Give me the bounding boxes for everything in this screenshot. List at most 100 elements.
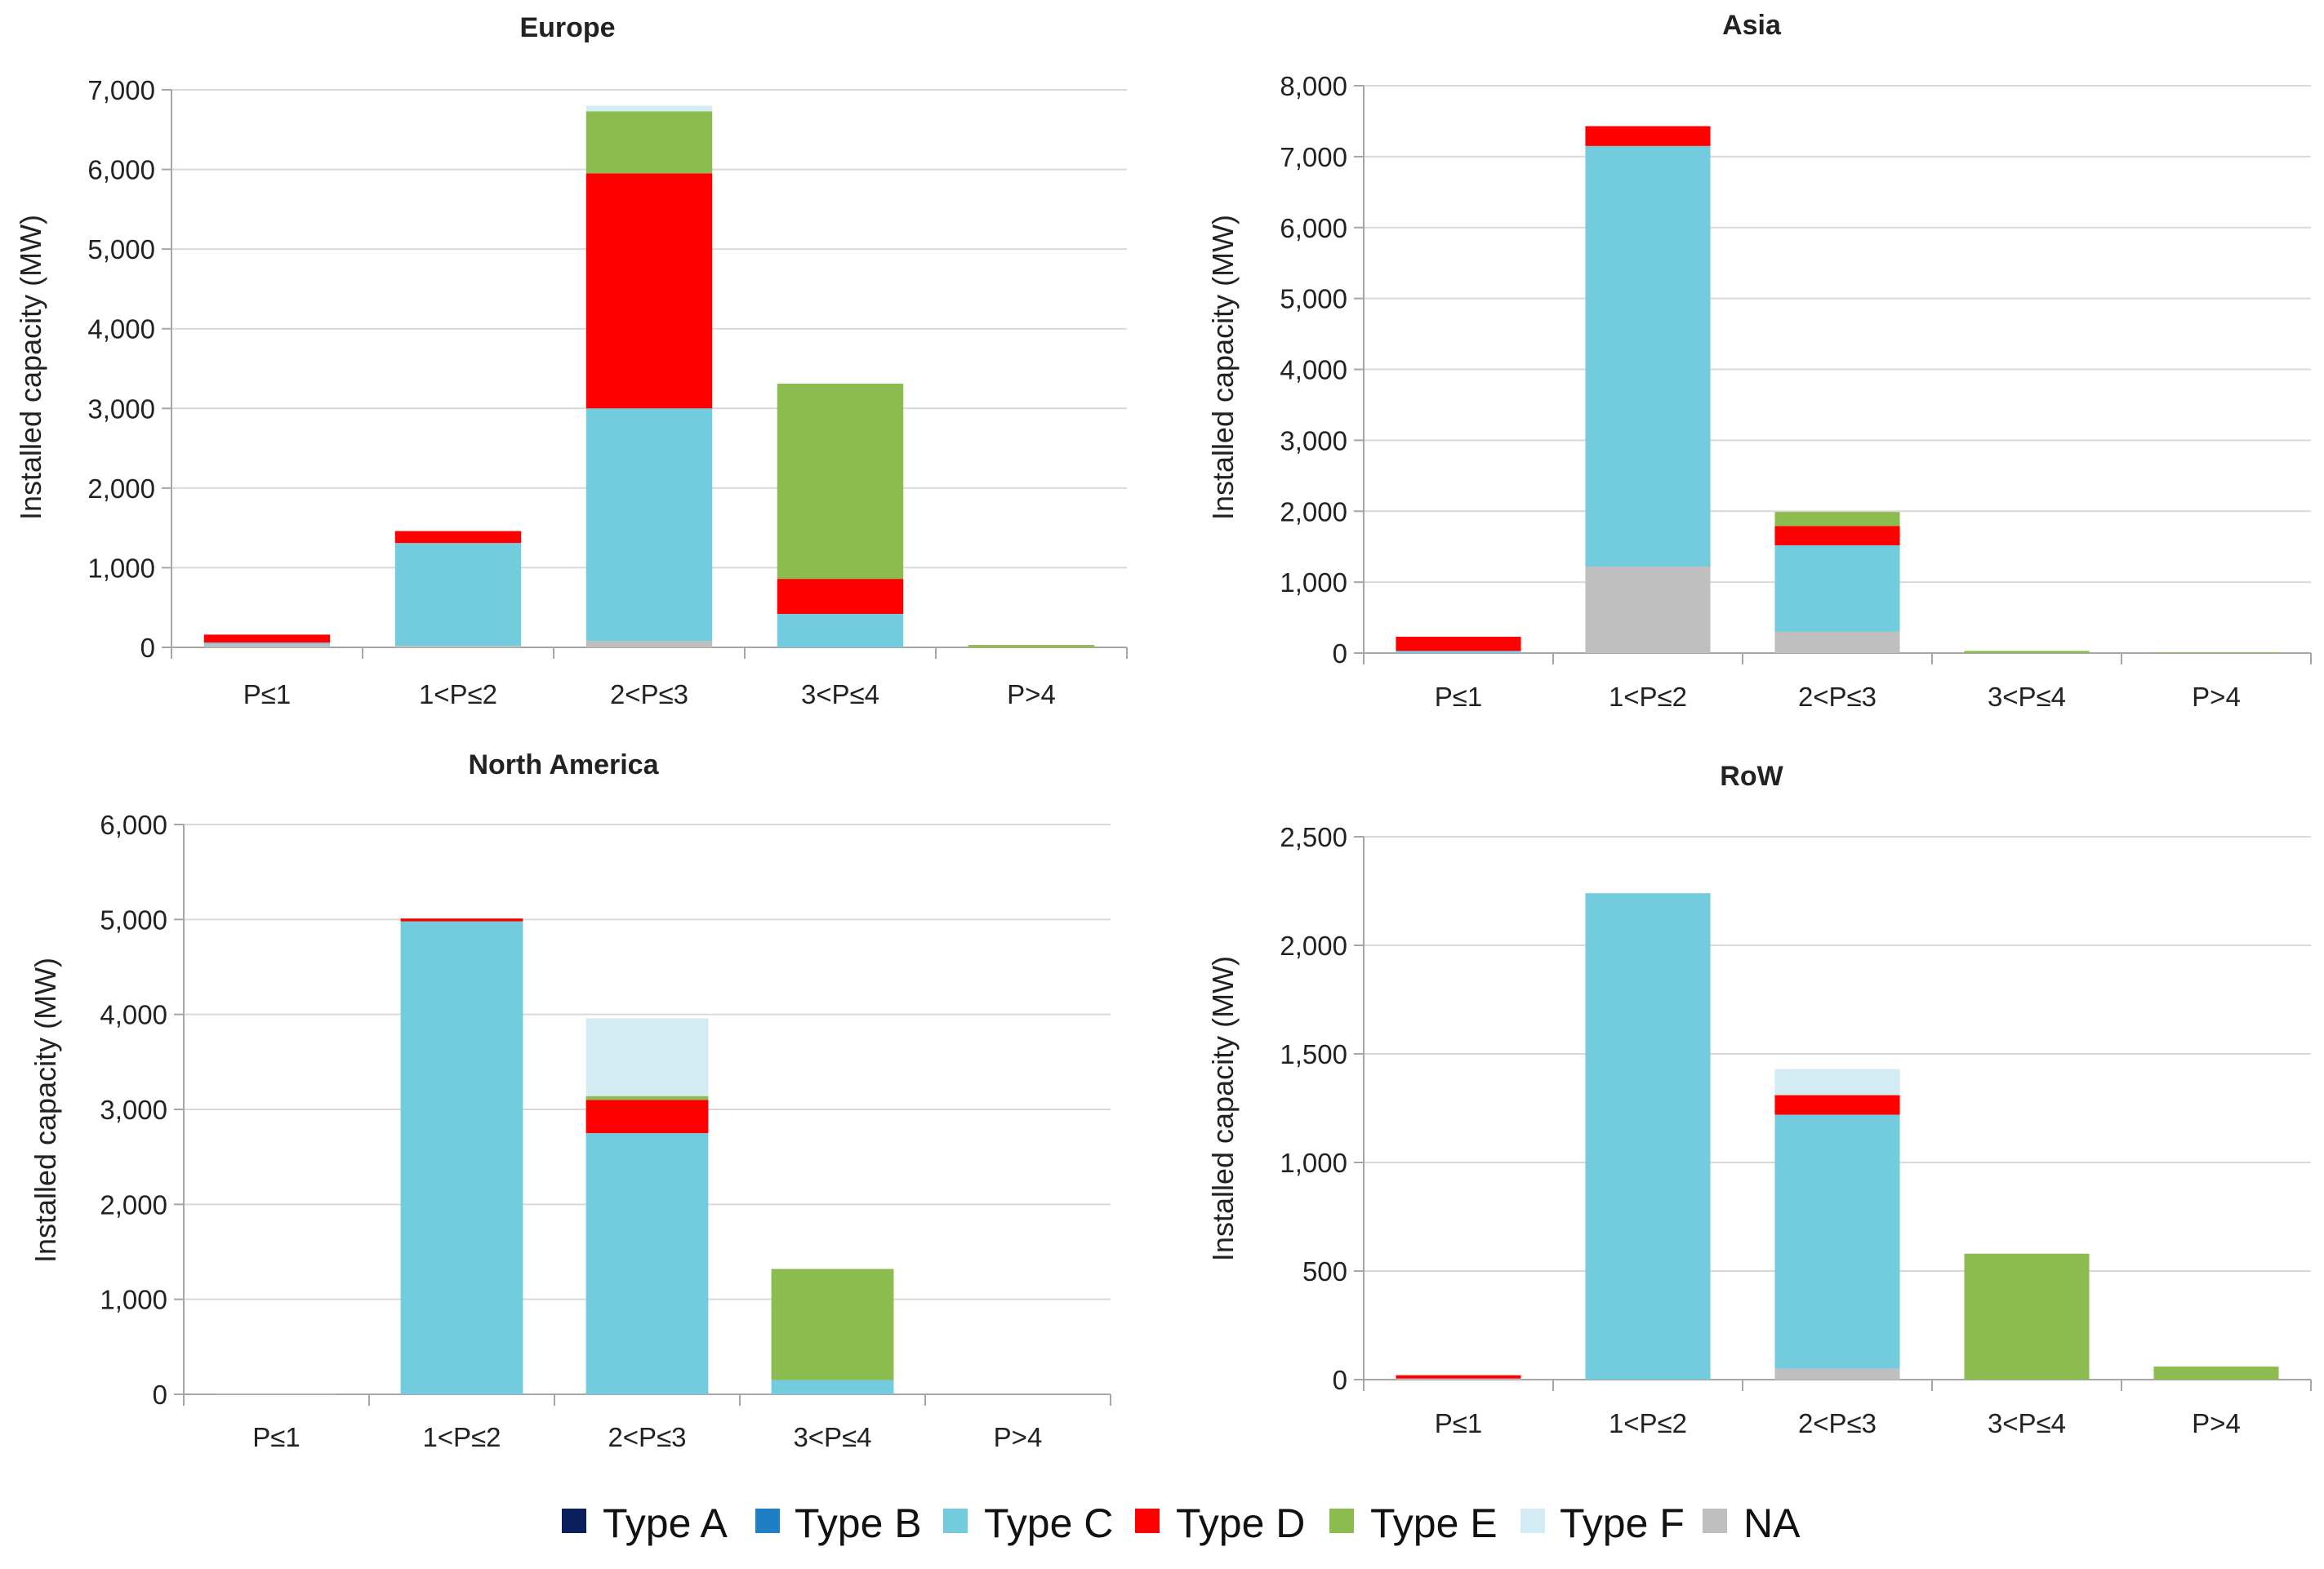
- legend-label: Type D: [1176, 1500, 1305, 1546]
- legend-item-type-b: Type B: [755, 1500, 922, 1546]
- x-category-label: 3<P≤4: [1988, 1408, 2066, 1438]
- bar-segment-type-c-3ltple4: [771, 1380, 894, 1394]
- bar-segment-type-c-ple1: [1396, 651, 1521, 653]
- y-tick-label: 1,000: [1280, 567, 1347, 598]
- x-category-label: 3<P≤4: [801, 679, 879, 709]
- bar-segment-type-e-pgt4: [968, 645, 1095, 647]
- legend-swatch: [1520, 1509, 1545, 1533]
- y-tick-label: 4,000: [1280, 355, 1347, 385]
- legend-swatch: [1329, 1509, 1354, 1533]
- x-category-label: 3<P≤4: [1988, 682, 2066, 712]
- chart-panel-europe: 0 1,000 2,000 3,000 4,000 5,000 6,000 7,000 P≤1 1…: [14, 12, 1128, 709]
- bar-segment-type-c-2ltple3: [1774, 544, 1900, 632]
- y-tick-label: 0: [1333, 1365, 1347, 1395]
- bar-segment-na-2ltple3: [585, 641, 713, 647]
- bar-segment-type-d-3ltple4: [777, 579, 904, 615]
- bar-segment-type-c-2ltple3: [1774, 1114, 1900, 1369]
- bar-segment-type-d-2ltple3: [1774, 1095, 1900, 1115]
- y-tick-label: 4,000: [87, 314, 155, 344]
- bar-segment-type-e-2ltple3: [1774, 512, 1900, 527]
- legend-label: Type F: [1560, 1500, 1685, 1546]
- bar-segment-na-1ltple2: [394, 646, 522, 647]
- x-category-label: P≤1: [243, 679, 291, 709]
- y-tick-label: 2,500: [1280, 822, 1347, 852]
- legend-item-type-d: Type D: [1135, 1500, 1305, 1546]
- bar-segment-type-c-1ltple2: [1585, 893, 1711, 1380]
- y-tick-label: 2,000: [87, 473, 155, 504]
- x-category-label: P≤1: [1435, 1408, 1482, 1438]
- x-category-label: 2<P≤3: [610, 679, 688, 709]
- bar-segment-type-d-1ltple2: [1585, 126, 1711, 146]
- bar-segment-type-d-2ltple3: [1774, 526, 1900, 545]
- bar-segment-type-e-2ltple3: [585, 111, 713, 174]
- bar-segment-type-c-2ltple3: [585, 408, 713, 642]
- bar-segment-type-d-1ltple2: [394, 531, 522, 544]
- x-category-label: P>4: [994, 1422, 1043, 1452]
- x-category-label: 2<P≤3: [1798, 1408, 1877, 1438]
- y-tick-label: 5,000: [1280, 284, 1347, 314]
- x-category-label: 2<P≤3: [1798, 682, 1877, 712]
- y-tick-label: 2,000: [100, 1189, 167, 1220]
- bar-segment-na-2ltple3: [1774, 631, 1900, 653]
- bar-segment-na-ple1: [215, 1393, 338, 1394]
- x-category-label: P>4: [2192, 1408, 2241, 1438]
- x-category-label: P≤1: [1435, 682, 1482, 712]
- bar-segment-type-d-ple1: [1396, 637, 1521, 651]
- y-tick-label: 0: [140, 633, 155, 663]
- y-tick-label: 1,500: [1280, 1039, 1347, 1069]
- y-tick-label: 3,000: [1280, 425, 1347, 456]
- y-tick-label: 5,000: [100, 905, 167, 935]
- x-category-label: 3<P≤4: [793, 1422, 871, 1452]
- bar-segment-type-f-2ltple3: [585, 1018, 709, 1096]
- x-category-label: P>4: [2192, 682, 2241, 712]
- bar-segment-type-c-ple1: [203, 642, 331, 645]
- legend-item-type-f: Type F: [1520, 1500, 1685, 1546]
- y-tick-label: 2,000: [1280, 931, 1347, 961]
- bar-segment-type-c-1ltple2: [1585, 145, 1711, 567]
- legend-item-type-a: Type A: [562, 1500, 728, 1546]
- y-tick-label: 3,000: [100, 1095, 167, 1125]
- y-tick-label: 0: [153, 1380, 167, 1410]
- bar-segment-type-e-pgt4: [2153, 1367, 2279, 1380]
- chart-title: Asia: [1722, 10, 1782, 41]
- legend-item-type-e: Type E: [1329, 1500, 1498, 1546]
- bar-segment-type-c-1ltple2: [400, 921, 523, 1394]
- bar-segment-type-d-2ltple3: [585, 173, 713, 409]
- x-category-label: P>4: [1007, 679, 1056, 709]
- bar-segment-type-f-2ltple3: [1774, 1069, 1900, 1096]
- bar-segment-type-c-1ltple2: [394, 543, 522, 647]
- y-tick-label: 5,000: [87, 234, 155, 264]
- bar-segment-type-c-2ltple3: [585, 1133, 709, 1394]
- legend-item-na: NA: [1703, 1500, 1801, 1546]
- bar-segment-type-d-2ltple3: [585, 1100, 709, 1134]
- bar-segment-type-e-3ltple4: [1964, 651, 2090, 653]
- bar-segment-type-d-1ltple2: [400, 918, 523, 922]
- legend-swatch: [1703, 1509, 1727, 1533]
- legend-swatch: [1135, 1509, 1160, 1533]
- y-tick-label: 8,000: [1280, 71, 1347, 101]
- chart-panel-north-america: 0 1,000 2,000 3,000 4,000 5,000 6,000 P≤1 1<P≤2 2…: [29, 749, 1111, 1452]
- chart-title: North America: [468, 749, 659, 780]
- chart-title: Europe: [519, 12, 615, 43]
- legend-label: Type E: [1370, 1500, 1498, 1546]
- chart-title: RoW: [1720, 761, 1783, 792]
- bar-segment-type-e-2ltple3: [585, 1096, 709, 1100]
- bar-segment-type-d-ple1: [203, 634, 331, 643]
- legend-label: Type C: [984, 1500, 1113, 1546]
- chart-legend: Type A Type B Type C Type D Type E Type F NA: [562, 1500, 1801, 1546]
- x-category-label: 1<P≤2: [1609, 1408, 1687, 1438]
- y-tick-label: 1,000: [1280, 1148, 1347, 1178]
- bar-segment-type-e-3ltple4: [771, 1269, 894, 1380]
- legend-label: Type A: [603, 1500, 728, 1546]
- bar-segment-type-e-3ltple4: [1964, 1253, 2090, 1380]
- y-tick-label: 1,000: [87, 553, 155, 583]
- bar-segment-na-ple1: [1396, 1378, 1521, 1380]
- y-axis-label: Installed capacity (MW): [1206, 956, 1240, 1261]
- chart-panel-row: 0 500 1,000 1,500 2,000 2,500 P≤1 1<P≤2 2<P≤3 3<P…: [1206, 761, 2312, 1438]
- bar-segment-type-e-3ltple4: [777, 384, 904, 580]
- y-tick-label: 2,000: [1280, 496, 1347, 527]
- bar-segment-na-ple1: [203, 644, 331, 647]
- bar-segment-type-c-3ltple4: [777, 614, 904, 647]
- x-category-label: 1<P≤2: [419, 679, 497, 709]
- y-axis-label: Installed capacity (MW): [14, 215, 47, 520]
